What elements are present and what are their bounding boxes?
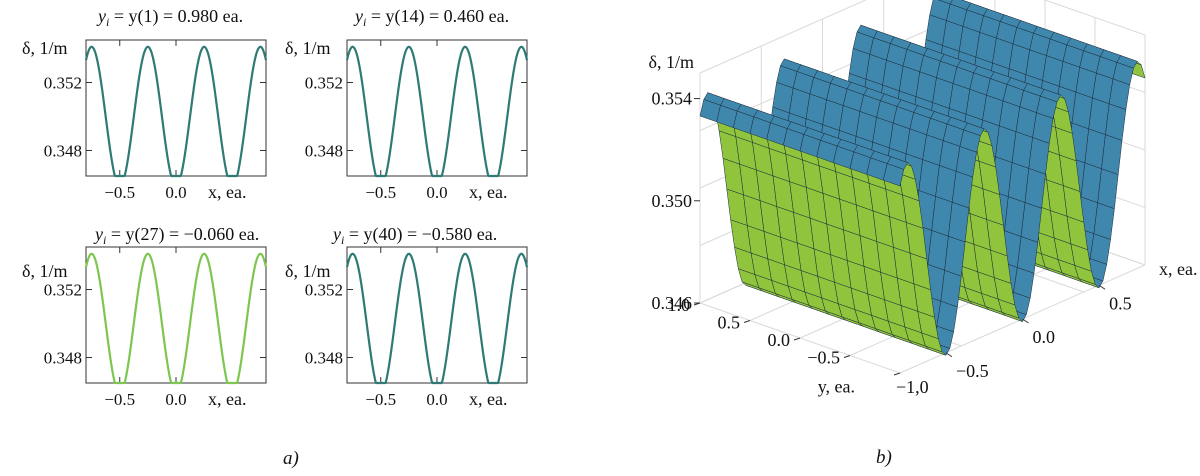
subplot-frame (346, 39, 528, 177)
title-y: y (93, 224, 103, 244)
subplot-1: yi = y(1) = 0.980 ea. δ, 1/m 0.352 0.348 −0.… (22, 6, 268, 202)
z-axis-label: δ, 1/m (649, 52, 694, 72)
y-tick-label: 0.352 (44, 281, 82, 300)
surface-cell (1028, 137, 1050, 175)
surface-cell (1017, 236, 1039, 274)
caption-a: a) (283, 448, 299, 469)
grid-line (1043, 0, 1146, 36)
subplot-curve (84, 252, 268, 385)
x-axis-label: x, ea. (469, 182, 507, 202)
y-tick-label: 0.0 (768, 330, 791, 350)
z-tick-label: 0.346 (652, 293, 693, 313)
x-axis-label: x, ea. (1159, 259, 1197, 279)
subplot-2: yi = y(14) = 0.460 ea. δ, 1/m 0.352 0.348 −0… (285, 6, 529, 202)
subplot-title: yi = y(14) = 0.460 ea. (353, 6, 509, 29)
subplot-3: yi = y(27) = −0.060 ea. δ, 1/m0.352 0.348 −… (22, 224, 268, 409)
grid-line (699, 0, 867, 74)
title-subscript: i (103, 233, 106, 247)
x-axis-label: x, ea. (208, 182, 246, 202)
subplot-frame (85, 246, 267, 384)
x-tick-mark (1022, 318, 1029, 324)
surface-cell (951, 170, 973, 209)
y-tick-label: 0.348 (44, 142, 82, 161)
subplot-frame (346, 246, 528, 384)
surface-mesh (699, 0, 1146, 356)
subplot-title: yi = y(27) = −0.060 ea. (93, 224, 259, 247)
surface-cell (1020, 202, 1042, 243)
y-tick-label: 0.352 (44, 74, 82, 93)
x-tick-mark (945, 352, 953, 358)
y-axis-label: δ, 1/m (22, 38, 67, 58)
title-rest: = y(14) = 0.460 ea. (366, 6, 509, 27)
y-tick-label: 0.352 (305, 74, 343, 93)
y-tick-label: 0.352 (305, 281, 343, 300)
x-tick-label: 0.0 (165, 183, 186, 202)
y-tick-label: 0.348 (305, 349, 343, 368)
title-rest: = y(27) = −0.060 ea. (106, 224, 259, 245)
x-tick-label: 0.0 (426, 390, 447, 409)
subplot-title: yi = y(1) = 0.980 ea. (96, 6, 243, 29)
y-tick-label: 0.348 (44, 349, 82, 368)
x-tick-mark (1098, 284, 1106, 290)
surface-cell (1097, 168, 1119, 210)
y-tick-label: 1.0 (668, 295, 691, 315)
panel-b-surface-plot: 0.346 0.350 0.354 δ, 1/m 1.0 0.5 0.0 −0.5 −1,0 y,… (649, 0, 1198, 397)
surface-cell (940, 269, 962, 308)
surface-cell (1024, 168, 1046, 209)
x-tick-label: 0.5 (1109, 293, 1132, 313)
y-axis-label: δ, 1/m (285, 38, 330, 58)
z-tick-label: 0.350 (652, 191, 693, 211)
title-y: y (353, 6, 363, 26)
y-axis-label: δ, 1/m (22, 261, 67, 281)
title-y: y (331, 224, 341, 244)
y-tick-label: 0.348 (305, 142, 343, 161)
x-tick-label: −0.5 (956, 361, 989, 381)
y-tick-mark (793, 337, 801, 341)
y-axis-label: y, ea. (818, 376, 855, 396)
x-axis-label: x, ea. (208, 389, 246, 409)
surface-cell (944, 235, 966, 277)
surface-cell (1093, 202, 1115, 240)
subplot-4: yi = y(40) = −0.580 ea.δ, 1/m0.3520.348−… (285, 224, 529, 409)
surface-cell (1105, 103, 1127, 141)
caption-b: b) (876, 447, 892, 468)
x-tick-label: 0.0 (1033, 327, 1056, 347)
title-subscript: i (341, 233, 344, 247)
subplot-curve (345, 252, 529, 385)
x-tick-label: −0.5 (365, 183, 396, 202)
subplot-curve (84, 45, 268, 178)
y-tick-label: −1,0 (896, 377, 929, 397)
surface-cell (948, 201, 970, 243)
x-tick-label: −0.5 (365, 390, 396, 409)
x-axis-label: x, ea. (469, 389, 507, 409)
y-tick-mark (743, 320, 751, 323)
y-tick-mark (693, 302, 701, 306)
x-tick-label: −0.5 (104, 183, 135, 202)
subplot-frame (85, 39, 267, 177)
x-tick-label: −0.5 (104, 390, 135, 409)
title-subscript: i (106, 15, 109, 29)
subplot-title: yi = y(40) = −0.580 ea. (331, 224, 497, 247)
x-tick-label: 0.0 (426, 183, 447, 202)
y-tick-label: −0.5 (807, 348, 840, 368)
title-subscript: i (363, 15, 366, 29)
title-rest: = y(40) = −0.580 ea. (344, 224, 497, 245)
y-tick-mark (843, 355, 851, 358)
y-tick-mark (893, 372, 901, 376)
title-y: y (96, 6, 106, 26)
title-rest: = y(1) = 0.980 ea. (109, 6, 243, 27)
surface-cell (883, 163, 905, 187)
surface-cell (1101, 134, 1123, 175)
y-tick-label: 0.5 (718, 313, 741, 333)
surface-axes: 0.346 0.350 0.354 δ, 1/m 1.0 0.5 0.0 −0.5 −1,0 y,… (649, 52, 1198, 397)
y-axis-label: δ, 1/m (285, 261, 330, 281)
subplot-curve (345, 45, 529, 178)
panel-a-small-plots: yi = y(1) = 0.980 ea.δ, 1/m0.3520.348−0.… (22, 6, 529, 409)
z-tick-label: 0.354 (652, 89, 693, 109)
x-tick-label: 0.0 (165, 390, 186, 409)
